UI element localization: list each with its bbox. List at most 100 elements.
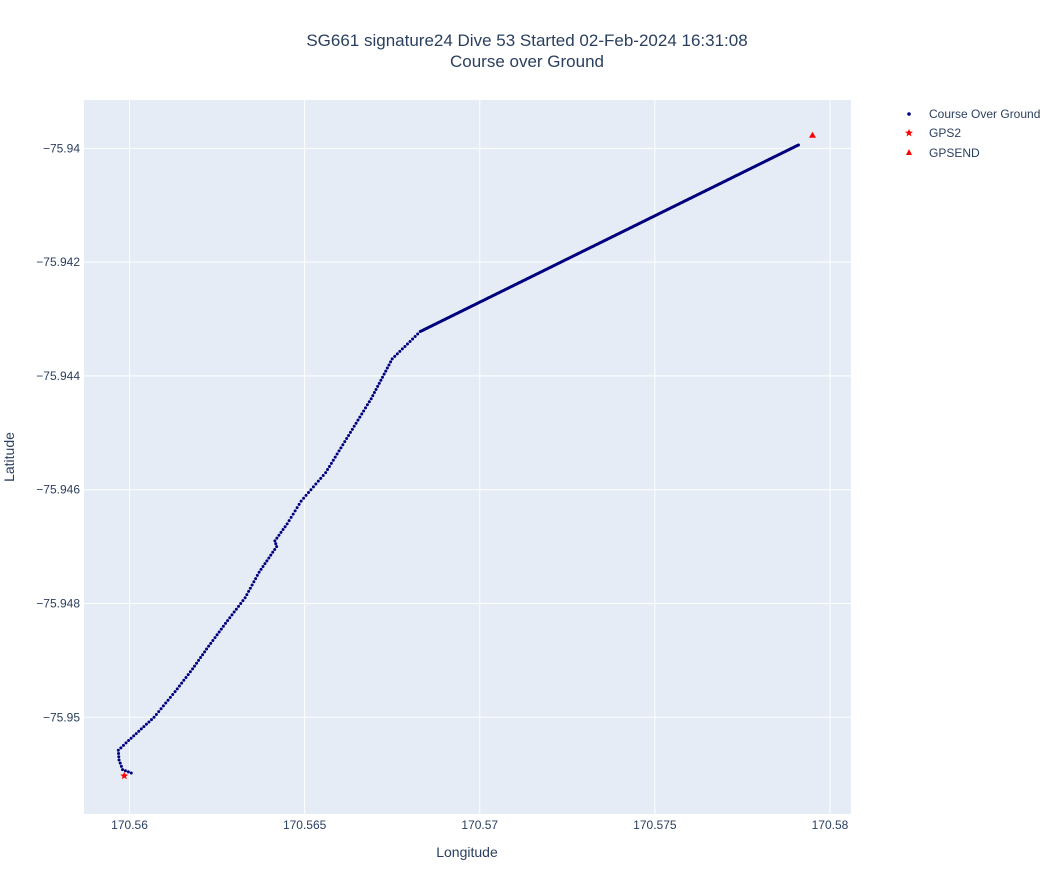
track-point: [372, 391, 376, 395]
track-point: [287, 519, 291, 523]
data-layer: [116, 131, 816, 780]
track-point: [250, 583, 254, 587]
track-point: [221, 624, 225, 628]
track-point: [119, 764, 123, 768]
track-point: [126, 770, 130, 774]
legend-item-course-over-ground[interactable]: Course Over Ground: [907, 107, 1040, 121]
track-point: [226, 619, 230, 623]
chart-title: SG661 signature24 Dive 53 Started 02-Feb…: [306, 31, 747, 50]
legend-label: Course Over Ground: [929, 107, 1040, 121]
track-point: [274, 542, 278, 546]
track-point: [159, 707, 163, 711]
grid-lines: [84, 100, 851, 814]
track-point: [390, 357, 394, 361]
track-point: [123, 769, 127, 773]
track-point: [413, 335, 417, 339]
track-point: [371, 394, 375, 398]
track-point: [283, 525, 287, 529]
track-point: [239, 602, 243, 605]
track-point: [186, 673, 190, 677]
plot-area[interactable]: [84, 100, 851, 814]
track-point: [119, 746, 123, 750]
track-point: [279, 530, 283, 534]
track-point: [327, 464, 331, 468]
track-point: [354, 421, 358, 425]
track-point: [243, 596, 247, 600]
track-point: [213, 636, 217, 640]
track-point: [389, 360, 393, 364]
y-tick-label: −75.944: [36, 369, 80, 383]
x-axis-ticks: 170.56 170.565 170.57 170.575 170.58: [111, 818, 848, 832]
track-point: [142, 725, 146, 729]
track-point: [369, 397, 373, 401]
track-point: [124, 741, 128, 745]
track-point: [367, 400, 371, 404]
track-point: [117, 758, 121, 762]
track-point: [129, 771, 133, 775]
track-point: [339, 446, 343, 450]
track-point: [365, 403, 369, 407]
legend-item-gps2[interactable]: GPS2: [905, 126, 961, 140]
track-point: [175, 687, 179, 691]
track-point: [252, 580, 256, 584]
track-point: [261, 565, 265, 569]
track-point: [199, 656, 203, 660]
track-point: [273, 547, 277, 551]
y-axis-ticks: −75.94 −75.942 −75.944 −75.946 −75.948 −75.95: [36, 141, 80, 724]
track-point: [191, 667, 195, 671]
track-point: [393, 354, 397, 358]
track-point: [197, 658, 201, 662]
y-tick-label: −75.948: [36, 596, 80, 610]
track-point: [381, 375, 384, 379]
track-point: [337, 449, 341, 453]
track-point: [277, 533, 281, 537]
track-point: [364, 406, 368, 410]
x-tick-label: 170.575: [633, 818, 677, 832]
y-tick-label: −75.942: [36, 255, 80, 269]
track-point: [255, 573, 259, 577]
track-point: [297, 502, 301, 506]
track-point: [345, 437, 349, 441]
track-point: [193, 664, 197, 668]
x-tick-label: 170.58: [812, 818, 849, 832]
track-point: [348, 430, 352, 434]
track-point: [379, 378, 383, 382]
track-point: [343, 440, 347, 444]
track-point: [358, 415, 362, 419]
gpsend-triangle-marker[interactable]: [808, 131, 816, 138]
track-point: [257, 570, 261, 574]
track-point: [230, 613, 234, 617]
track-point: [188, 670, 192, 674]
track-point: [291, 512, 295, 516]
track-point: [275, 545, 279, 549]
track-point: [408, 339, 412, 343]
track-point: [307, 491, 310, 495]
track-point: [796, 143, 800, 147]
gps2-star-marker[interactable]: [120, 771, 129, 780]
track-point: [245, 593, 249, 597]
track-point: [387, 363, 391, 367]
track-point: [171, 693, 175, 697]
track-point: [134, 732, 138, 736]
track-point: [321, 473, 325, 477]
track-point: [360, 412, 364, 416]
x-axis-title: Longitude: [436, 844, 498, 860]
y-tick-label: −75.94: [43, 141, 80, 155]
track-point: [411, 337, 415, 341]
track-point: [237, 604, 241, 608]
track-point: [265, 559, 269, 563]
track-point: [398, 349, 402, 353]
track-point: [147, 720, 151, 724]
legend-item-gpsend[interactable]: GPSEND: [906, 146, 980, 160]
course-over-ground-series: [116, 143, 800, 775]
y-tick-label: −75.946: [36, 483, 80, 497]
track-point: [416, 332, 420, 336]
track-point: [241, 599, 245, 603]
track-point: [376, 384, 380, 388]
y-axis-title: Latitude: [1, 432, 17, 482]
track-point: [168, 695, 172, 699]
legend-label: GPS2: [929, 126, 961, 140]
track-point: [350, 427, 354, 431]
track-point: [166, 698, 170, 702]
track-point: [304, 493, 308, 497]
